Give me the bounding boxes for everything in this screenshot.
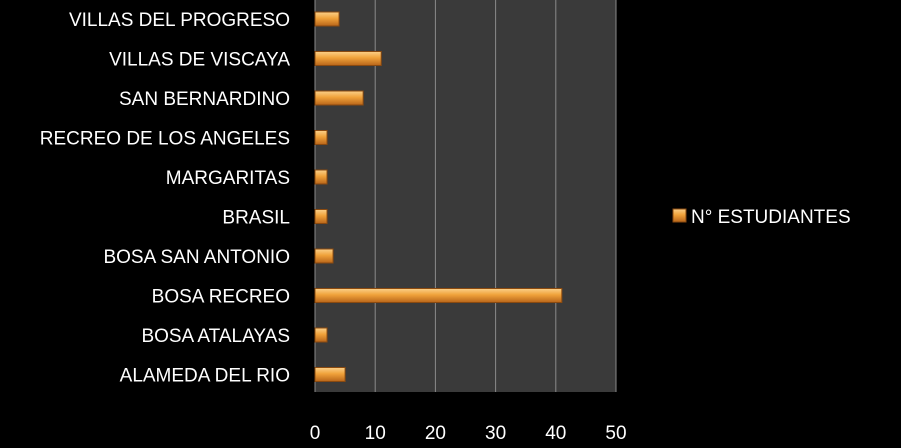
x-tick-label-50: 50 bbox=[605, 423, 626, 444]
legend: N° ESTUDIANTES bbox=[672, 207, 851, 228]
bar-4 bbox=[314, 169, 328, 185]
bars bbox=[314, 11, 563, 382]
category-label-1: VILLAS DE VISCAYA bbox=[109, 50, 290, 71]
bar-1 bbox=[314, 51, 382, 66]
legend-swatch bbox=[672, 208, 687, 223]
bar-0 bbox=[314, 11, 340, 27]
x-tick-label-0: 0 bbox=[310, 423, 321, 444]
category-labels: VILLAS DEL PROGRESO VILLAS DE VISCAYA SAN … bbox=[40, 10, 291, 387]
category-label-0: VILLAS DEL PROGRESO bbox=[69, 10, 290, 31]
category-label-7: BOSA RECREO bbox=[152, 287, 290, 308]
legend-label: N° ESTUDIANTES bbox=[691, 207, 851, 228]
bar-3 bbox=[314, 130, 328, 145]
bar-2 bbox=[314, 90, 364, 106]
category-label-6: BOSA SAN ANTONIO bbox=[103, 247, 290, 268]
bar-9 bbox=[314, 367, 346, 382]
category-label-2: SAN BERNARDINO bbox=[119, 89, 290, 110]
x-tick-label-30: 30 bbox=[485, 423, 506, 444]
bar-7 bbox=[314, 288, 563, 303]
category-label-9: ALAMEDA DEL RIO bbox=[120, 366, 290, 387]
category-label-8: BOSA ATALAYAS bbox=[141, 326, 290, 347]
category-label-5: BRASIL bbox=[222, 208, 290, 229]
x-tick-label-40: 40 bbox=[545, 423, 566, 444]
x-tick-labels: 0 10 20 30 40 50 bbox=[310, 423, 627, 444]
category-label-4: MARGARITAS bbox=[166, 168, 290, 189]
x-tick-label-10: 10 bbox=[365, 423, 386, 444]
x-tick-label-20: 20 bbox=[425, 423, 446, 444]
category-label-3: RECREO DE LOS ANGELES bbox=[40, 129, 290, 150]
bar-8 bbox=[314, 327, 328, 343]
bar-6 bbox=[314, 248, 334, 264]
bar-5 bbox=[314, 209, 328, 224]
